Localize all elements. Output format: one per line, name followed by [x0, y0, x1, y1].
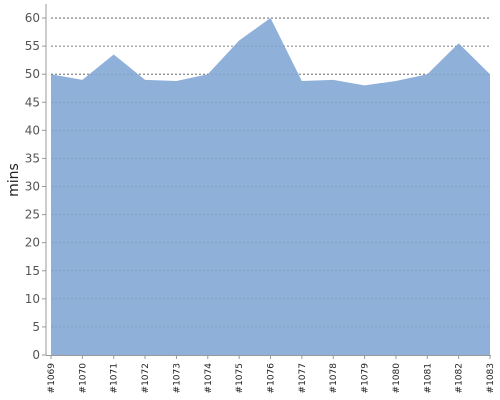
- y-tick-label-0: 0: [32, 348, 40, 362]
- x-tick-label-3: #1072: [141, 363, 151, 393]
- y-axis-title: mins: [6, 163, 22, 197]
- x-tick-label-10: #1079: [361, 363, 371, 394]
- x-tick-label-9: #1078: [329, 363, 339, 394]
- x-tick-label-8: #1077: [298, 363, 308, 393]
- axes: [45, 4, 491, 356]
- y-tick-label-15: 15: [25, 264, 40, 278]
- y-tick-label-25: 25: [25, 208, 40, 222]
- x-tick-label-4: #1073: [172, 363, 182, 393]
- y-tick-label-30: 30: [25, 180, 40, 194]
- y-tick-label-10: 10: [25, 292, 40, 306]
- x-tick-label-6: #1075: [235, 363, 245, 393]
- y-tick-label-55: 55: [25, 39, 40, 53]
- x-tick-label-12: #1081: [423, 363, 433, 393]
- x-tick-label-7: #1076: [267, 363, 277, 394]
- y-tick-label-60: 60: [25, 11, 40, 25]
- area-fill: [51, 18, 490, 355]
- x-tick-labels: #1069 #1070 #1071 #1072 #1073 #1074 #1075 #1076…: [47, 355, 496, 393]
- x-tick-label-14: #1083: [486, 363, 496, 393]
- area-series: [51, 17, 491, 355]
- x-tick-label-2: #1071: [110, 363, 120, 393]
- y-tick-label-35: 35: [25, 151, 40, 165]
- x-tick-label-0: #1069: [47, 363, 57, 394]
- y-tick-label-50: 50: [25, 67, 40, 81]
- y-tick-label-40: 40: [25, 123, 40, 137]
- x-tick-label-1: #1070: [78, 363, 88, 394]
- y-tick-label-45: 45: [25, 95, 40, 109]
- x-tick-label-13: #1082: [455, 363, 465, 393]
- y-tick-label-5: 5: [32, 320, 40, 334]
- x-tick-label-5: #1074: [204, 363, 214, 394]
- y-tick-label-20: 20: [25, 236, 40, 250]
- x-tick-label-11: #1080: [392, 363, 402, 394]
- y-tick-labels: 0 5 10 15 20 25 30 35 40 45 50 55 60: [25, 11, 46, 362]
